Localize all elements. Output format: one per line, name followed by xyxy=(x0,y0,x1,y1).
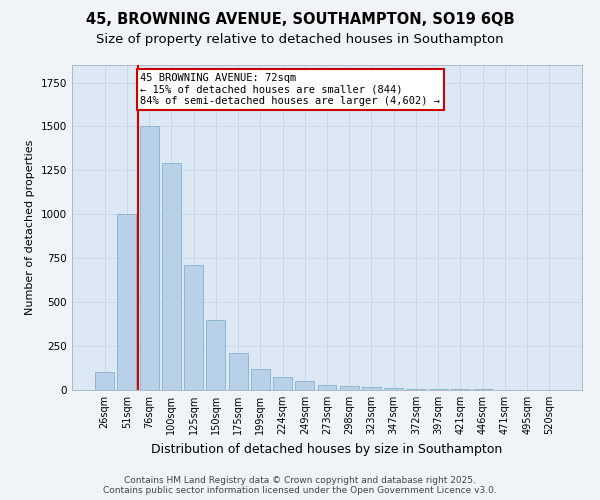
Text: Size of property relative to detached houses in Southampton: Size of property relative to detached ho… xyxy=(96,32,504,46)
Bar xyxy=(273,377,292,390)
Bar xyxy=(429,389,448,390)
Y-axis label: Number of detached properties: Number of detached properties xyxy=(25,140,35,315)
X-axis label: Distribution of detached houses by size in Southampton: Distribution of detached houses by size … xyxy=(151,442,503,456)
Bar xyxy=(95,372,114,390)
Bar xyxy=(140,126,158,390)
Bar xyxy=(184,266,203,390)
Bar xyxy=(229,353,248,390)
Bar xyxy=(362,388,381,390)
Bar xyxy=(206,320,225,390)
Bar xyxy=(118,214,136,390)
Bar xyxy=(384,388,403,390)
Bar xyxy=(340,386,359,390)
Bar xyxy=(251,369,270,390)
Bar xyxy=(406,388,425,390)
Bar xyxy=(317,384,337,390)
Text: Contains HM Land Registry data © Crown copyright and database right 2025.
Contai: Contains HM Land Registry data © Crown c… xyxy=(103,476,497,495)
Bar xyxy=(295,381,314,390)
Text: 45 BROWNING AVENUE: 72sqm
← 15% of detached houses are smaller (844)
84% of semi: 45 BROWNING AVENUE: 72sqm ← 15% of detac… xyxy=(140,73,440,106)
Text: 45, BROWNING AVENUE, SOUTHAMPTON, SO19 6QB: 45, BROWNING AVENUE, SOUTHAMPTON, SO19 6… xyxy=(86,12,514,28)
Bar xyxy=(162,164,181,390)
